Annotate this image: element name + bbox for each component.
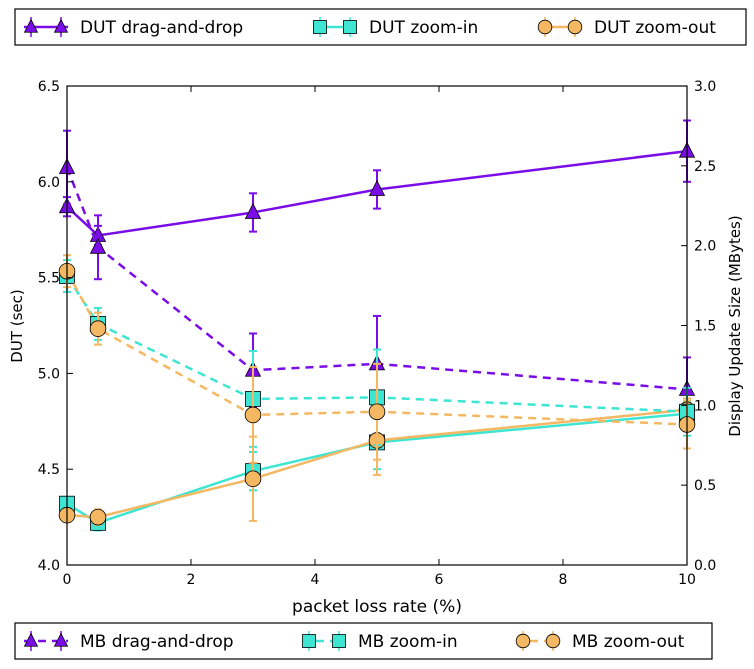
legend-label: MB zoom-out — [572, 632, 685, 652]
legend-marker — [343, 20, 357, 34]
y2-tick-label: 1.0 — [694, 398, 716, 414]
data-point — [244, 470, 262, 488]
data-point — [89, 237, 107, 254]
data-point — [244, 406, 262, 424]
y2-tick-label: 2.5 — [694, 159, 716, 175]
y-tick-label: 5.0 — [38, 366, 60, 382]
legend-marker — [313, 20, 327, 34]
series-0 — [58, 119, 696, 247]
axes: 0 2 4 6 8 10 4.0 4.5 5.0 5.5 6.0 6.5 0.0 0.5 1.0 1.5 2.0… — [38, 79, 717, 588]
legend-marker — [567, 19, 583, 35]
y-tick-label: 4.0 — [38, 558, 60, 574]
legend-marker — [23, 632, 39, 647]
legend-marker — [515, 633, 531, 649]
legend-marker — [537, 19, 553, 35]
legend-item: DUT zoom-in — [313, 17, 478, 38]
legend-item: MB zoom-out — [515, 631, 685, 652]
legend-bottom: MB drag-and-drop MB zoom-in MB zoom-out — [14, 622, 713, 660]
legend-marker — [302, 634, 316, 648]
y2-tick-label: 0.5 — [694, 478, 716, 494]
legend-label: DUT zoom-in — [369, 18, 478, 38]
y2-tick-label: 1.5 — [694, 319, 716, 335]
x-tick-label: 2 — [187, 572, 196, 588]
legend-marker — [545, 633, 561, 649]
x-tick-label: 10 — [678, 572, 696, 588]
legend-item: DUT drag-and-drop — [23, 17, 243, 38]
series-5 — [58, 254, 696, 464]
x-tick-label: 4 — [311, 572, 320, 588]
x-axis-label: packet loss rate (%) — [292, 597, 462, 617]
data-point — [244, 202, 262, 219]
x-tick-label: 8 — [559, 572, 568, 588]
y2-tick-label: 2.0 — [694, 239, 716, 255]
plot-area — [58, 119, 696, 532]
legend-label: MB zoom-in — [358, 632, 458, 652]
legend-marker — [23, 18, 39, 33]
legend-marker — [332, 634, 346, 648]
legend-label: DUT zoom-out — [594, 18, 716, 38]
x-tick-label: 6 — [435, 572, 444, 588]
legend-marker — [53, 632, 69, 647]
legend-top: DUT drag-and-drop DUT zoom-in DUT zoom-out — [14, 8, 747, 46]
y-tick-label: 4.5 — [38, 462, 60, 478]
data-point — [89, 320, 107, 337]
y2-tick-label: 3.0 — [694, 79, 716, 95]
data-point — [368, 179, 386, 196]
x-tick-label: 0 — [63, 572, 72, 588]
y-tick-label: 6.5 — [38, 79, 60, 95]
y-tick-label: 6.0 — [38, 175, 60, 191]
legend-item: MB drag-and-drop — [23, 631, 234, 652]
y-axis-label: DUT (sec) — [8, 289, 26, 362]
data-point — [368, 403, 386, 420]
legend-marker — [53, 18, 69, 33]
legend-frame — [14, 8, 747, 46]
legend-label: DUT drag-and-drop — [80, 18, 243, 38]
legend-item: DUT zoom-out — [537, 17, 716, 38]
y-tick-label: 5.5 — [38, 271, 60, 287]
y2-tick-label: 0.0 — [694, 558, 716, 574]
legend-label: MB drag-and-drop — [80, 632, 234, 652]
data-point — [89, 508, 107, 526]
legend-item: MB zoom-in — [302, 631, 458, 652]
y2-axis-label: Display Update Size (MBytes) — [726, 215, 744, 436]
legend-frame — [14, 622, 713, 660]
